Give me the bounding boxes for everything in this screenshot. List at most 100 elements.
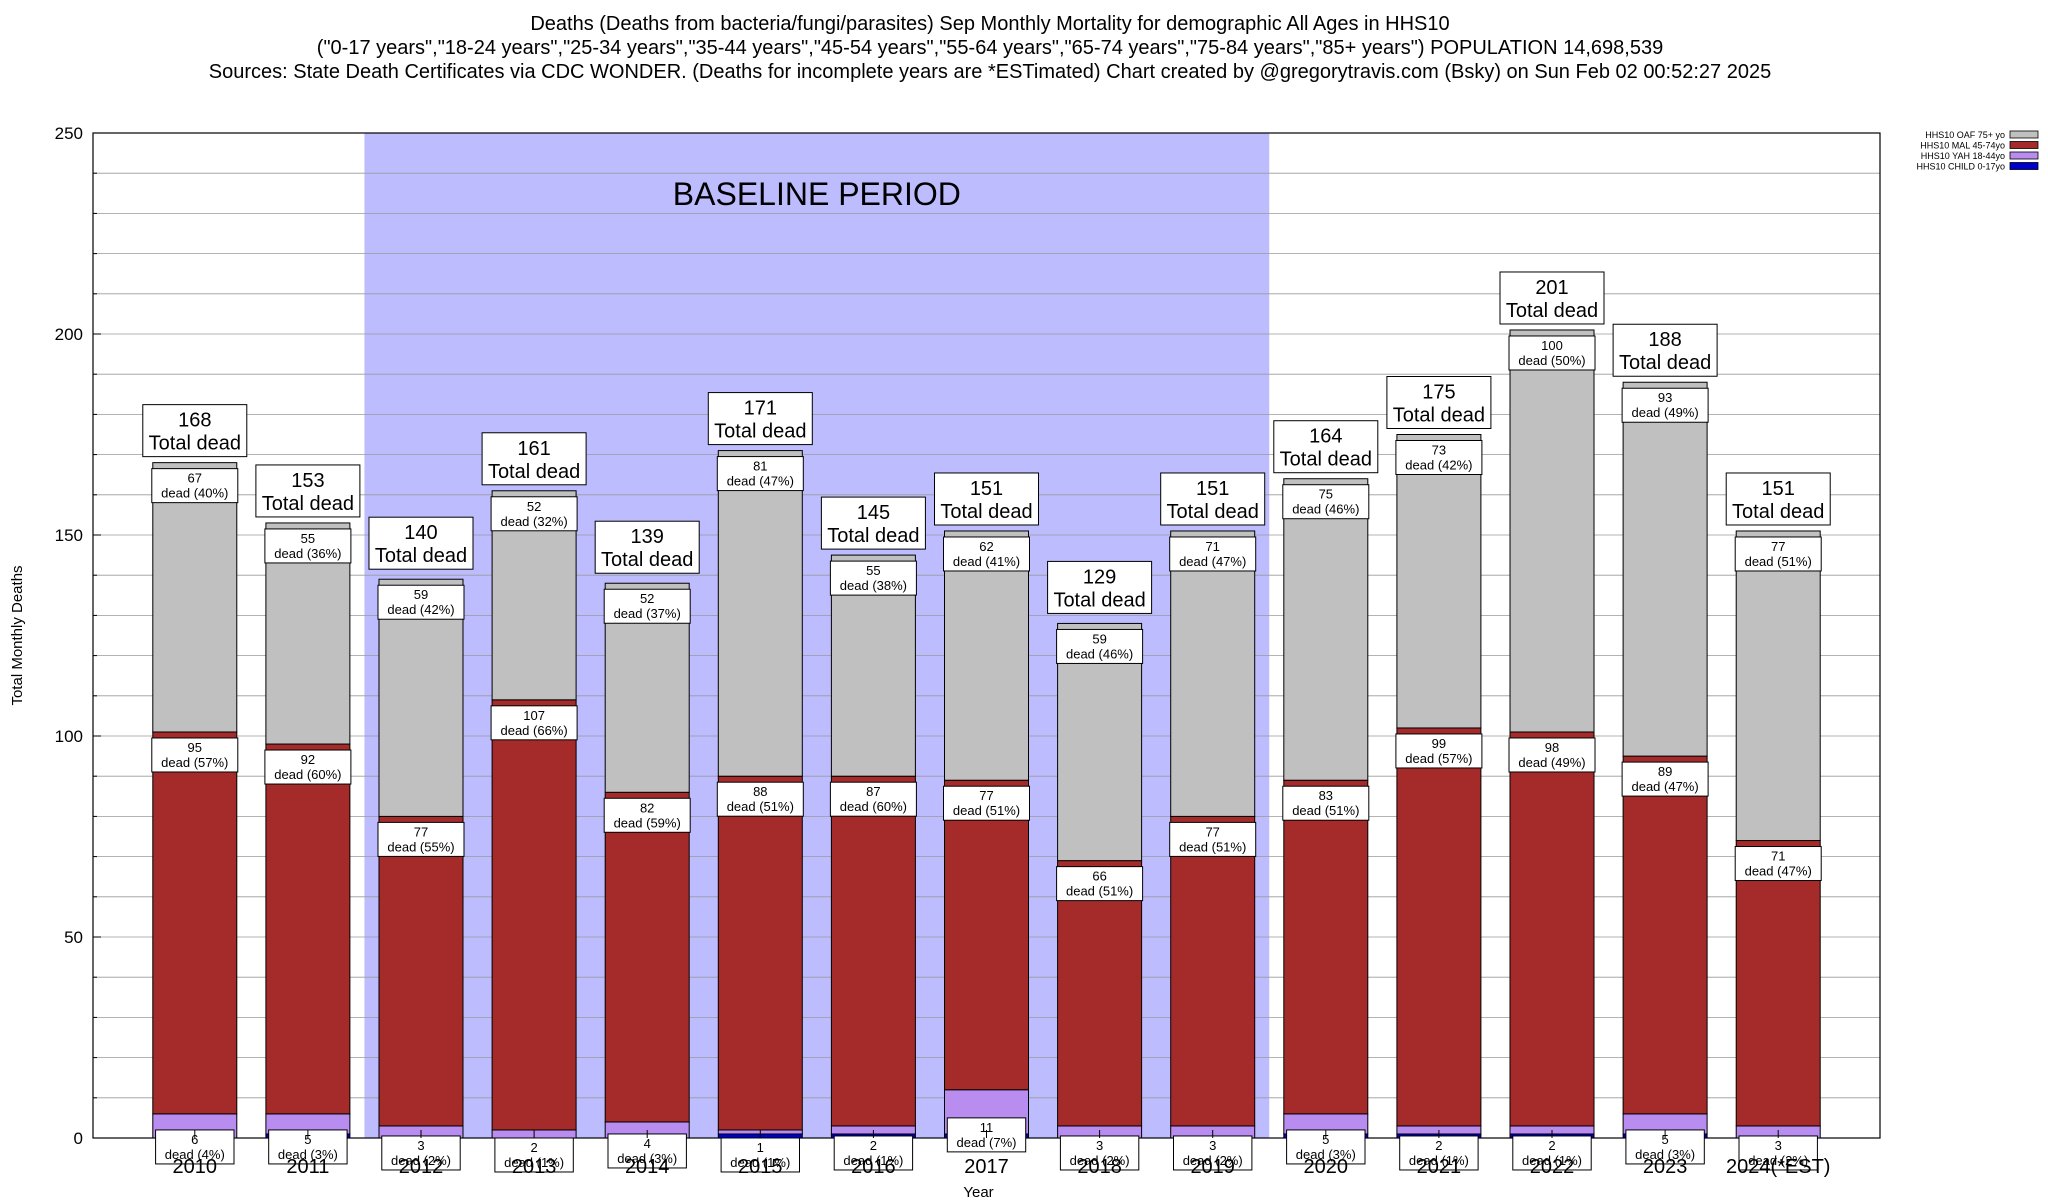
total-caption: Total dead: [714, 421, 806, 443]
segment-label-text: dead (47%): [727, 474, 794, 489]
total-label-box: [1386, 376, 1492, 429]
segment-label-box: [1056, 628, 1144, 664]
segment-label-text: dead (49%): [1518, 755, 1585, 770]
bar-segment-hhs10-mal-45-74yo: [265, 743, 351, 1115]
total-label-box: [1160, 472, 1266, 526]
segment-label-text: dead (2%): [1183, 1153, 1243, 1168]
bar-segment-hhs10-mal-45-74yo: [491, 699, 577, 1131]
segment-label-text: dead (42%): [1405, 458, 1472, 473]
total-label-box: [594, 520, 700, 574]
segment-label-box: [607, 1133, 687, 1169]
x-tick-label: 2013: [512, 1156, 557, 1178]
segment-label-text: dead (7%): [957, 1135, 1017, 1150]
segment-label-text: 83: [1319, 788, 1333, 803]
segment-label-box: [494, 1137, 574, 1173]
segment-label-text: 93: [1658, 390, 1672, 405]
total-label-box: [1499, 271, 1605, 325]
segment-label-text: dead (2%): [391, 1153, 451, 1168]
y-tick-label: 50: [64, 928, 83, 947]
total-caption: Total dead: [149, 433, 241, 455]
segment-label-text: dead (50%): [1518, 353, 1585, 368]
total-caption: Total dead: [1506, 300, 1598, 322]
bar-segment-hhs10-mal-45-74yo: [830, 775, 916, 1127]
total-value: 175: [1422, 382, 1455, 404]
segment-label-text: 1: [757, 1140, 764, 1155]
bar-segment-hhs10-mal-45-74yo: [378, 815, 464, 1127]
segment-label-box: [151, 737, 239, 773]
bar-segment-hhs10-mal-45-74yo: [1622, 755, 1708, 1115]
segment-label-text: 3: [1209, 1138, 1216, 1153]
segment-label-text: 52: [527, 499, 541, 514]
segment-label-text: 82: [640, 800, 654, 815]
segment-label-box: [1282, 785, 1370, 821]
segment-label-text: dead (3%): [1296, 1147, 1356, 1162]
total-value: 145: [857, 502, 890, 524]
segment-label-box: [1508, 335, 1596, 371]
segment-label-text: 2: [1548, 1138, 1555, 1153]
x-tick-label: 2015: [738, 1156, 783, 1178]
total-label-box: [1047, 560, 1153, 614]
segment-label-text: dead (47%): [1179, 554, 1246, 569]
x-tick-label: 2011: [286, 1156, 329, 1178]
segment-label-box: [1059, 1135, 1140, 1171]
total-label-box: [255, 464, 361, 518]
total-value: 151: [1196, 478, 1229, 500]
x-tick-label: 2017: [964, 1156, 1009, 1178]
segment-label-text: 98: [1545, 740, 1559, 755]
segment-label-text: dead (55%): [387, 839, 454, 854]
bar-segment-hhs10-mal-45-74yo: [1735, 840, 1821, 1127]
bar-segment-hhs10-oaf-75-yo: [1622, 381, 1708, 757]
segment-label-text: dead (60%): [840, 799, 907, 814]
total-value: 188: [1648, 329, 1681, 351]
segment-label-box: [720, 1137, 800, 1173]
segment-label-box: [377, 821, 465, 857]
segment-label-text: dead (1%): [504, 1155, 564, 1170]
y-tick-label: 200: [55, 325, 83, 344]
segment-label-text: 62: [979, 539, 993, 554]
segment-label-box: [943, 785, 1030, 821]
total-caption: Total dead: [1053, 589, 1145, 611]
segment-label-text: dead (51%): [1745, 554, 1812, 569]
segment-label-box: [833, 1135, 914, 1171]
segment-label-box: [1399, 1135, 1479, 1171]
segment-label-text: dead (51%): [1179, 839, 1246, 854]
segment-label-text: dead (46%): [1066, 646, 1133, 661]
chart-title: Deaths (Deaths from bacteria/fungi/paras…: [530, 13, 1450, 35]
x-axis-label: Year: [963, 1184, 993, 1200]
segment-label-box: [1169, 821, 1257, 857]
chart-subtitle: ("0-17 years","18-24 years","25-34 years…: [316, 37, 1664, 59]
segment-label-text: 92: [301, 752, 315, 767]
segment-label-text: 77: [1771, 539, 1785, 554]
segment-label-box: [1738, 1135, 1818, 1171]
segment-label-text: 5: [304, 1132, 311, 1147]
segment-label-text: 89: [1658, 764, 1672, 779]
segment-label-text: dead (47%): [1745, 864, 1812, 879]
segment-label-text: dead (59%): [614, 815, 681, 830]
segment-label-box: [1169, 536, 1257, 572]
bar-segment-hhs10-oaf-75-yo: [152, 462, 238, 733]
total-label-box: [1273, 420, 1379, 474]
x-tick-label: 2024(*EST): [1726, 1156, 1831, 1178]
